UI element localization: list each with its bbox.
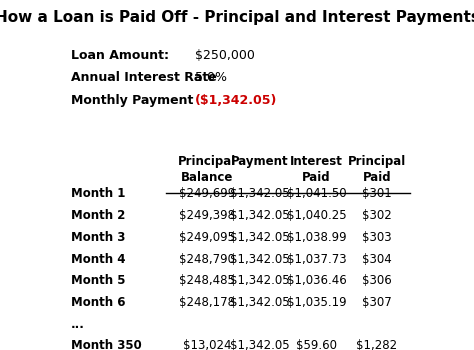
Text: Principal
Paid: Principal Paid	[347, 155, 406, 184]
Text: Month 6: Month 6	[71, 296, 125, 309]
Text: Loan Amount:: Loan Amount:	[71, 49, 169, 62]
Text: Interest
Paid: Interest Paid	[290, 155, 343, 184]
Text: $248,178: $248,178	[179, 296, 235, 309]
Text: $249,398: $249,398	[179, 209, 235, 222]
Text: Month 1: Month 1	[71, 187, 125, 200]
Text: Month 2: Month 2	[71, 209, 125, 222]
Text: Principal
Balance: Principal Balance	[178, 155, 236, 184]
Text: $1,342.05: $1,342.05	[230, 231, 290, 244]
Text: ($1,342.05): ($1,342.05)	[194, 94, 277, 107]
Text: $248,485: $248,485	[179, 274, 235, 287]
Text: Monthly Payment: Monthly Payment	[71, 94, 193, 107]
Text: 5.0%: 5.0%	[194, 71, 227, 84]
Text: $59.60: $59.60	[296, 340, 337, 350]
Text: $302: $302	[362, 209, 392, 222]
Text: $1,282: $1,282	[356, 340, 397, 350]
Text: How a Loan is Paid Off - Principal and Interest Payments: How a Loan is Paid Off - Principal and I…	[0, 10, 474, 25]
Text: $250,000: $250,000	[194, 49, 255, 62]
Text: ...: ...	[71, 318, 85, 331]
Text: $1,037.73: $1,037.73	[287, 253, 346, 266]
Text: $248,790: $248,790	[179, 253, 235, 266]
Text: $1,342.05: $1,342.05	[230, 296, 290, 309]
Text: Month 5: Month 5	[71, 274, 125, 287]
Text: $1,342.05: $1,342.05	[230, 253, 290, 266]
Text: $249,095: $249,095	[179, 231, 235, 244]
Text: $1,038.99: $1,038.99	[287, 231, 346, 244]
Text: Month 3: Month 3	[71, 231, 125, 244]
Text: $306: $306	[362, 274, 392, 287]
Text: $249,699: $249,699	[179, 187, 235, 200]
Text: $1,036.46: $1,036.46	[287, 274, 346, 287]
Text: $1,342.05: $1,342.05	[230, 187, 290, 200]
Text: Annual Interest Rate: Annual Interest Rate	[71, 71, 217, 84]
Text: Payment: Payment	[231, 155, 289, 168]
Text: $307: $307	[362, 296, 392, 309]
Text: $1,041.50: $1,041.50	[287, 187, 346, 200]
Text: $1,342.05: $1,342.05	[230, 340, 290, 350]
Text: $1,040.25: $1,040.25	[287, 209, 346, 222]
Text: $13,024: $13,024	[182, 340, 231, 350]
Text: $301: $301	[362, 187, 392, 200]
Text: $304: $304	[362, 253, 392, 266]
Text: $1,035.19: $1,035.19	[287, 296, 346, 309]
Text: $303: $303	[362, 231, 392, 244]
Text: Month 350: Month 350	[71, 340, 142, 350]
Text: $1,342.05: $1,342.05	[230, 274, 290, 287]
Text: Month 4: Month 4	[71, 253, 125, 266]
Text: $1,342.05: $1,342.05	[230, 209, 290, 222]
